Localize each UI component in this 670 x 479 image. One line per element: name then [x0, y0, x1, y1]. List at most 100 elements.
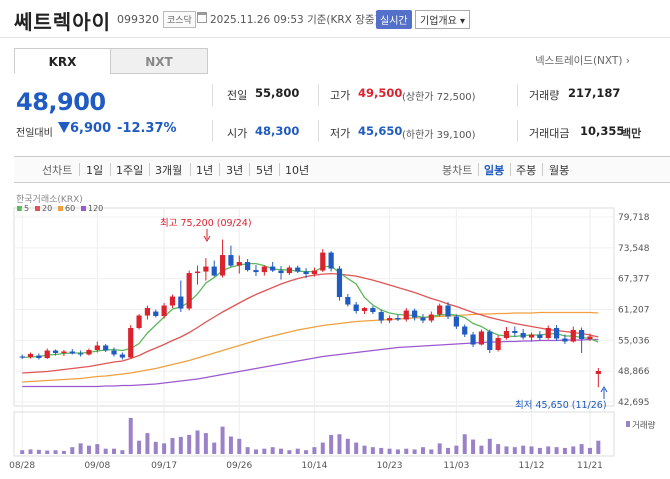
- volume-bar: [329, 435, 334, 454]
- volume-bar: [237, 438, 242, 454]
- x-tick-label: 10/14: [301, 461, 327, 471]
- period-5y[interactable]: 5년: [256, 164, 274, 177]
- ma-line-60: [22, 311, 599, 383]
- volume-bar: [28, 449, 33, 454]
- company-info-label: 기업개요: [420, 16, 457, 27]
- volume-bar: [279, 448, 284, 454]
- volume-bar: [61, 450, 66, 454]
- lower-limit: (하한가 39,100): [402, 130, 476, 141]
- price-axis: 79,718 73,548 67,377 61,207 55,036 48,866 42,6…: [14, 213, 650, 408]
- period-3y[interactable]: 3년: [226, 164, 244, 177]
- divider: [212, 120, 213, 142]
- period-daily[interactable]: 일봉: [484, 164, 505, 177]
- candle-body: [19, 356, 25, 358]
- volume-bar: [170, 438, 175, 454]
- volume-bar: [579, 444, 584, 454]
- x-tick-label: 08/28: [9, 461, 35, 471]
- candle-body: [403, 310, 409, 320]
- company-info-button[interactable]: 기업개요 ▾: [415, 10, 471, 29]
- candle-body: [370, 308, 376, 313]
- x-tick-label: 09/26: [226, 461, 252, 471]
- volume-bar: [120, 450, 125, 454]
- candle-body: [545, 328, 551, 339]
- volume-bar: [86, 445, 91, 454]
- y-tick-label: 42,695: [618, 398, 650, 408]
- volume-bar: [36, 449, 41, 454]
- volume-bar: [253, 449, 258, 454]
- period-monthly[interactable]: 월봉: [549, 164, 570, 177]
- candle-body: [94, 345, 100, 351]
- volume-bar: [162, 443, 167, 454]
- volume-bar: [437, 443, 442, 454]
- candle-body: [36, 355, 42, 359]
- change-label: 전일대비: [16, 128, 53, 139]
- stock-chart[interactable]: 한국거래소(KRX) 5 20 60 120 79,718 73,548 67,37…: [0, 186, 670, 479]
- volume-bar: [212, 442, 217, 454]
- candle-body: [178, 296, 184, 309]
- period-weekly[interactable]: 주봉: [516, 164, 537, 177]
- volume-bar: [512, 447, 517, 454]
- candle-body: [303, 271, 309, 275]
- candle-body: [595, 370, 601, 374]
- volume-bar: [404, 448, 409, 454]
- current-price: 48,900: [16, 88, 106, 116]
- volume-bar: [112, 448, 117, 454]
- candle-body: [61, 351, 67, 354]
- legend-swatch-ma5: [17, 206, 22, 211]
- candle-body: [478, 331, 485, 345]
- volume-bar: [529, 446, 534, 454]
- realtime-button[interactable]: 실시간: [376, 10, 412, 29]
- candle-body: [52, 350, 59, 354]
- candle-body: [203, 266, 209, 272]
- candle-body: [119, 354, 125, 358]
- legend-ma60: 60: [65, 204, 75, 213]
- candle-body: [587, 336, 593, 340]
- volume-bar: [187, 435, 192, 454]
- volume-bar: [128, 417, 133, 454]
- period-10y[interactable]: 10년: [285, 164, 310, 177]
- candle-body: [86, 350, 92, 355]
- volume-bar: [496, 444, 501, 454]
- tab-nxt[interactable]: NXT: [110, 48, 208, 74]
- chevron-down-icon: ▾: [460, 16, 466, 27]
- quote-datetime: 2025.11.26 09:53: [210, 14, 304, 26]
- candle-body: [311, 270, 318, 275]
- candle-body: [428, 314, 434, 321]
- volume-bar: [429, 449, 434, 454]
- candle-body: [144, 308, 151, 316]
- x-tick-label: 09/08: [84, 461, 110, 471]
- volume-bar: [596, 440, 601, 454]
- amount-label: 거래대금: [529, 127, 570, 140]
- candle-body: [495, 338, 501, 351]
- candle-body: [69, 351, 75, 354]
- period-3m[interactable]: 3개월: [155, 164, 183, 177]
- period-1d[interactable]: 1일: [86, 164, 104, 177]
- volume-bar: [220, 426, 225, 454]
- tab-krx[interactable]: KRX: [14, 48, 111, 74]
- open-value: 48,300: [255, 124, 300, 138]
- period-1y[interactable]: 1년: [196, 164, 214, 177]
- volume-bar: [537, 447, 542, 454]
- volume-frame: [13, 411, 615, 457]
- volume-bar: [379, 447, 384, 454]
- stock-code: 099320: [117, 13, 159, 26]
- candle-body: [353, 304, 359, 312]
- high-value: 49,500: [358, 86, 403, 100]
- candle-body: [278, 270, 284, 274]
- volume-bar: [287, 450, 292, 454]
- line-chart-label: 선차트: [42, 164, 73, 177]
- amount-unit: 백만: [621, 127, 642, 140]
- divider: [279, 163, 280, 176]
- candlesticks: [19, 239, 601, 388]
- y-tick-label: 73,548: [618, 244, 650, 254]
- volume-legend: 거래량: [632, 420, 656, 431]
- volume-bar: [546, 446, 551, 454]
- candle-body: [361, 308, 368, 312]
- moving-averages: [22, 262, 599, 388]
- legend-swatch-ma60: [58, 206, 63, 211]
- nextrade-link[interactable]: 넥스트레이드(NXT) ›: [535, 53, 630, 68]
- volume-label: 거래량: [529, 89, 560, 102]
- period-1w[interactable]: 1주일: [116, 164, 144, 177]
- candle-body: [470, 334, 476, 345]
- volume-bars: [20, 417, 601, 454]
